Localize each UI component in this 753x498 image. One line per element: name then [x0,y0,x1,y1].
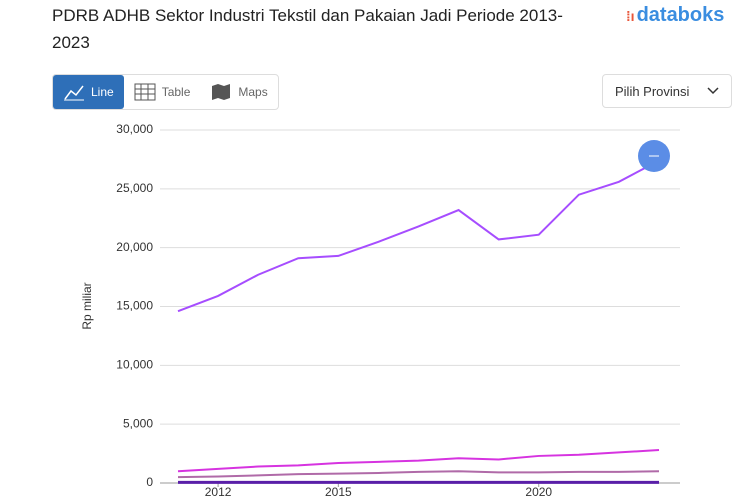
x-tick-label: 2012 [205,485,232,498]
x-tick-label: 2015 [325,485,352,498]
chevron [707,87,719,95]
page-title: PDRB ADHB Sektor Industri Tekstil dan Pa… [52,6,563,52]
tab-bar: Line Table Maps [52,74,279,110]
y-tick-label: 30,000 [116,122,153,136]
y-tick-label: 25,000 [116,181,153,195]
tab-label: Table [161,85,191,99]
province-dropdown[interactable]: Pilih Provinsi [602,74,732,108]
y-tick-label: 0 [146,475,153,489]
logo-text: databoks [636,4,725,26]
tab-label: Maps [238,85,268,99]
line-icon [64,85,84,101]
y-tick-label: 15,000 [116,299,153,313]
y-tick-label: 20,000 [116,240,153,254]
map-icon [212,84,231,100]
series-line [177,470,660,479]
tab-maps[interactable]: Maps [200,75,277,109]
x-tick-label: 2020 [525,485,552,498]
tab-label: Line [91,85,114,99]
tab-table[interactable]: Table [124,75,201,109]
tab-line[interactable]: Line [53,75,124,109]
y-axis-label: Rp miliar [80,282,94,329]
y-tick-label: 10,000 [116,358,153,372]
logo: ⁞ı databoks [626,4,725,26]
series-line [177,159,660,313]
y-tick-label: 5,000 [123,416,153,430]
table-icon [134,83,156,101]
series-line [177,449,660,473]
dropdown-label: Pilih Provinsi [615,83,690,99]
